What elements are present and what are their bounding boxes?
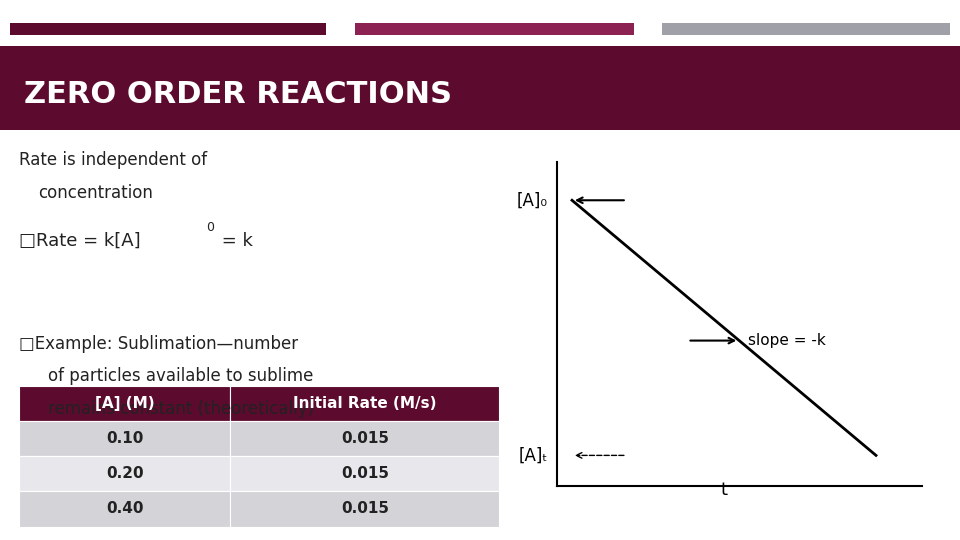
Text: remains constant (theoretically): remains constant (theoretically) [48, 400, 314, 417]
Text: 0.20: 0.20 [106, 467, 144, 481]
Text: [A]ₜ: [A]ₜ [518, 447, 547, 464]
FancyBboxPatch shape [19, 491, 230, 526]
Text: □Example: Sublimation—number: □Example: Sublimation—number [19, 335, 299, 353]
Text: Rate is independent of: Rate is independent of [19, 151, 207, 169]
Text: 0.015: 0.015 [341, 502, 389, 516]
Text: 0.015: 0.015 [341, 467, 389, 481]
Text: [A]₀: [A]₀ [516, 191, 547, 210]
Text: concentration: concentration [38, 184, 154, 201]
FancyBboxPatch shape [230, 491, 499, 526]
Text: slope = -k: slope = -k [749, 333, 826, 348]
FancyBboxPatch shape [10, 23, 326, 35]
Text: 0.10: 0.10 [107, 431, 143, 446]
Text: ZERO ORDER REACTIONS: ZERO ORDER REACTIONS [24, 80, 452, 109]
Text: = k: = k [216, 232, 252, 250]
Text: of particles available to sublime: of particles available to sublime [48, 367, 313, 385]
Text: t: t [721, 481, 728, 499]
FancyBboxPatch shape [662, 23, 950, 35]
FancyBboxPatch shape [230, 386, 499, 421]
FancyBboxPatch shape [355, 23, 634, 35]
FancyBboxPatch shape [230, 421, 499, 456]
Text: 0: 0 [206, 221, 214, 234]
FancyBboxPatch shape [0, 46, 960, 130]
FancyBboxPatch shape [19, 386, 230, 421]
Text: □Rate = k[A]: □Rate = k[A] [19, 232, 141, 250]
FancyBboxPatch shape [230, 456, 499, 491]
FancyBboxPatch shape [19, 456, 230, 491]
Text: [A] (M): [A] (M) [95, 396, 155, 411]
Text: Initial Rate (M/s): Initial Rate (M/s) [293, 396, 437, 411]
Text: 0.40: 0.40 [106, 502, 144, 516]
FancyBboxPatch shape [19, 421, 230, 456]
Text: 0.015: 0.015 [341, 431, 389, 446]
